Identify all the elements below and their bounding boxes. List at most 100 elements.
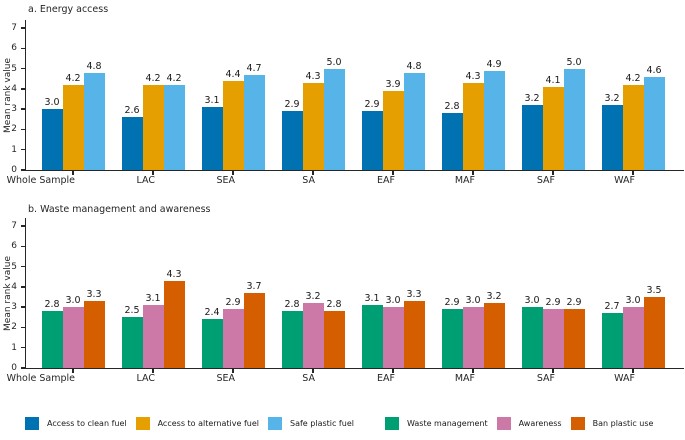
bar-value-label: 2.4	[204, 307, 220, 319]
chart-legend: Access to clean fuel Access to alternativ…	[25, 411, 677, 435]
bar-ban-plastic-use	[83, 301, 105, 368]
bar-value-label: 2.9	[225, 297, 241, 309]
bar-value-label: 2.9	[364, 99, 380, 111]
bar-safe-plastic-fuel	[643, 76, 665, 170]
bar-value-label: 3.1	[145, 293, 161, 305]
bar-awareness	[462, 307, 484, 368]
y-axis-tick-label: 3	[11, 104, 17, 115]
bar-value-label: 4.9	[486, 58, 502, 70]
bar-access-to-clean-fuel	[441, 113, 463, 170]
bar-value-label: 3.7	[246, 281, 262, 292]
bar-value-label: 4.2	[166, 72, 182, 84]
legend-swatch-waste-management	[384, 416, 399, 430]
legend-item-safe-plastic-fuel: Safe plastic fuel	[268, 416, 354, 430]
x-axis-tick	[552, 171, 554, 176]
x-axis-category-label: MAF	[454, 175, 475, 186]
bar-value-label: 3.0	[524, 295, 540, 307]
bar-value-label: 3.0	[44, 97, 60, 109]
bar-value-label: 3.2	[524, 93, 540, 105]
y-axis-tick-label: 1	[11, 342, 17, 353]
bar-safe-plastic-fuel	[163, 84, 185, 170]
bar-value-label: 3.9	[385, 78, 401, 90]
y-axis-tick-label: 7	[11, 221, 17, 232]
y-axis-tick-label: 7	[11, 23, 17, 34]
bar-access-to-alternative-fuel	[222, 80, 244, 170]
bar-access-to-alternative-fuel	[302, 82, 324, 170]
x-axis-tick	[152, 171, 154, 176]
bar-value-label: 2.8	[44, 299, 60, 311]
x-axis-category-label: Whole Sample	[6, 373, 75, 384]
bar-access-to-clean-fuel	[281, 111, 303, 170]
x-axis-tick	[392, 171, 394, 176]
bar-value-label: 2.9	[284, 99, 300, 111]
y-axis-tick-label: 0	[11, 165, 17, 175]
x-axis-category-label: SEA	[216, 373, 235, 384]
bar-value-label: 4.4	[225, 68, 241, 80]
legend-label: Access to clean fuel	[47, 418, 127, 428]
x-axis-tick	[72, 369, 74, 374]
bar-value-label: 4.2	[145, 72, 161, 84]
panel-b-plot-area: 0 1 2 3 4 5 6 7 Whole Sample 2.8 3.0 3.3 LAC 2.5 3.1 4.…	[7, 218, 684, 384]
x-axis-tick	[312, 369, 314, 374]
y-axis-tick-label: 5	[11, 261, 17, 272]
legend-label: Waste management	[406, 418, 488, 428]
y-axis-tick	[20, 67, 25, 70]
bar-value-label: 2.9	[444, 297, 460, 309]
legend-swatch-awareness	[496, 416, 511, 430]
bar-ban-plastic-use	[403, 301, 425, 368]
y-axis-tick	[20, 108, 25, 110]
bar-awareness	[62, 307, 84, 368]
legend-swatch-ban-plastic-use	[570, 416, 585, 430]
x-axis-tick	[312, 171, 314, 176]
bar-safe-plastic-fuel	[83, 72, 105, 170]
y-axis-tick-label: 6	[11, 43, 17, 54]
x-axis-tick	[472, 171, 474, 176]
bar-access-to-alternative-fuel	[622, 84, 644, 170]
panel-b-title: b. Waste management and awareness	[28, 204, 211, 215]
y-axis-tick-label: 4	[11, 281, 17, 292]
x-axis-category-label: WAF	[614, 373, 635, 384]
legend-label: Access to alternative fuel	[157, 418, 259, 428]
bar-value-label: 2.7	[604, 301, 620, 313]
x-axis-tick	[232, 369, 234, 374]
bar-value-label: 2.5	[124, 305, 140, 317]
bar-value-label: 2.6	[124, 105, 140, 117]
x-axis-category-label: LAC	[136, 373, 155, 384]
y-axis-tick-label: 1	[11, 144, 17, 155]
legend-item-access-to-alternative-fuel: Access to alternative fuel	[135, 416, 259, 430]
panel-waste-management: b. Waste management and awareness Mean r…	[0, 196, 685, 400]
x-axis-category-label: SA	[302, 175, 315, 186]
y-axis-tick	[20, 149, 25, 151]
x-axis-category-label: SEA	[216, 175, 235, 186]
x-axis-category-label: EAF	[377, 175, 395, 186]
bar-value-label: 3.0	[465, 295, 481, 307]
y-axis-tick	[20, 225, 25, 227]
legend-item-waste-management: Waste management	[384, 416, 488, 430]
bar-waste-management	[121, 317, 143, 368]
x-axis-tick	[632, 171, 634, 176]
bar-waste-management	[521, 307, 543, 368]
x-axis-tick	[632, 369, 634, 374]
bar-access-to-alternative-fuel	[542, 86, 564, 170]
bar-value-label: 4.3	[305, 70, 321, 82]
legend-item-awareness: Awareness	[496, 416, 562, 430]
bar-awareness	[542, 309, 564, 368]
bar-value-label: 3.2	[486, 291, 502, 303]
y-axis-tick	[20, 128, 25, 131]
bar-ban-plastic-use	[563, 309, 585, 368]
bar-value-label: 3.3	[406, 289, 422, 301]
y-axis-tick	[20, 47, 25, 50]
bar-value-label: 4.6	[646, 64, 662, 76]
x-axis-category-label: WAF	[614, 175, 635, 186]
bar-safe-plastic-fuel	[323, 68, 345, 170]
bar-awareness	[302, 303, 324, 368]
legend-label: Safe plastic fuel	[290, 418, 354, 428]
y-axis-tick-label: 4	[11, 83, 17, 94]
bar-ban-plastic-use	[323, 311, 345, 368]
x-axis-tick	[72, 171, 74, 176]
x-axis-category-label: LAC	[136, 175, 155, 186]
y-axis-tick	[20, 245, 25, 248]
y-axis-tick	[20, 265, 25, 268]
bar-access-to-clean-fuel	[521, 105, 543, 170]
